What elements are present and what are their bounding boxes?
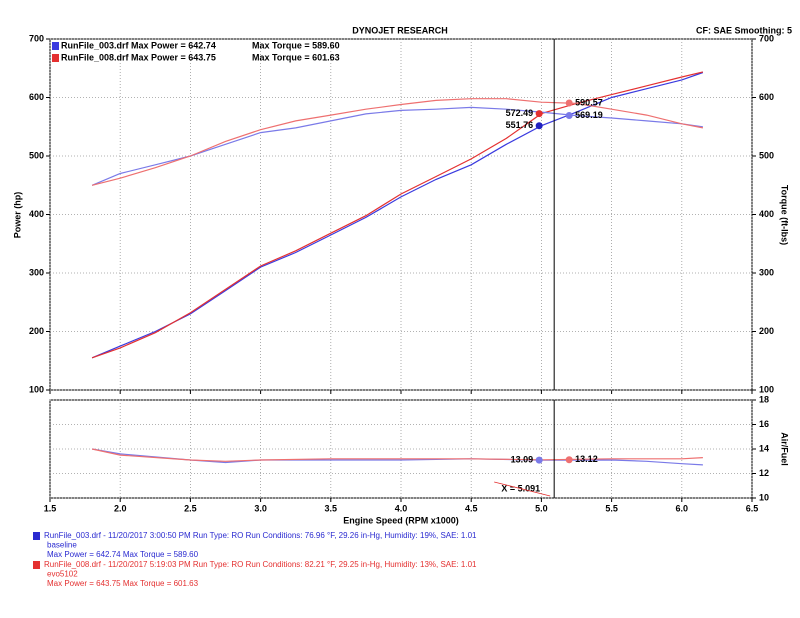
y2-tick-label: 700 — [759, 33, 774, 43]
legend-text: RunFile_008.drf Max Power = 643.75 — [61, 52, 216, 62]
x-tick-label: 2.5 — [184, 503, 197, 513]
series-line — [91, 71, 704, 359]
readout-label: 572.49 — [506, 108, 534, 118]
y-tick-label: 600 — [29, 92, 44, 102]
readout-dot — [565, 456, 573, 464]
x-tick-label: 6.5 — [746, 503, 759, 513]
x-tick-label: 5.0 — [535, 503, 548, 513]
afr-axis-label: Air/Fuel — [780, 432, 790, 466]
y2-tick-label: 200 — [759, 326, 774, 336]
readout-dot — [535, 456, 543, 464]
y-tick-label: 300 — [29, 267, 44, 277]
series-line — [91, 71, 704, 359]
y-axis-label: Power (hp) — [12, 192, 22, 239]
readout-dot — [535, 110, 543, 118]
y2-tick-label: 300 — [759, 267, 774, 277]
y2-axis-label: Torque (ft-lbs) — [780, 185, 790, 245]
y2-tick-label: 100 — [759, 384, 774, 394]
chart-title: DYNOJET RESEARCH — [352, 25, 448, 35]
series-line — [91, 448, 703, 462]
legend-torque: Max Torque = 589.60 — [252, 40, 340, 50]
x-axis-label: Engine Speed (RPM x1000) — [343, 515, 459, 525]
readout-label: 13.12 — [575, 454, 598, 464]
cursor-arrow — [494, 481, 551, 497]
readout-label: 569.19 — [575, 110, 603, 120]
y-tick-label: 400 — [29, 209, 44, 219]
y2-tick-label: 500 — [759, 150, 774, 160]
run-info: Max Power = 642.74 Max Torque = 589.60 — [47, 550, 199, 559]
readout-dot — [565, 112, 573, 120]
y2-tick-label: 10 — [759, 492, 769, 502]
y2-tick-label: 12 — [759, 468, 769, 478]
readout-label: 551.76 — [506, 120, 534, 130]
y2-tick-label: 400 — [759, 209, 774, 219]
x-tick-label: 1.5 — [44, 503, 57, 513]
run-info: Max Power = 643.75 Max Torque = 601.63 — [47, 579, 199, 588]
y-tick-label: 200 — [29, 326, 44, 336]
y2-tick-label: 14 — [759, 443, 769, 453]
run-info: baseline — [47, 541, 77, 550]
y-tick-label: 500 — [29, 150, 44, 160]
readout-dot — [565, 99, 573, 107]
readout-label: 590.57 — [575, 97, 603, 107]
run-info: RunFile_003.drf - 11/20/2017 3:00:50 PM … — [44, 531, 477, 540]
run-swatch — [33, 532, 40, 540]
x-tick-label: 4.0 — [395, 503, 408, 513]
legend-swatch — [52, 42, 59, 50]
y2-tick-label: 18 — [759, 394, 769, 404]
x-tick-label: 5.5 — [605, 503, 618, 513]
y-tick-label: 100 — [29, 384, 44, 394]
readout-dot — [535, 122, 543, 130]
y-tick-label: 700 — [29, 33, 44, 43]
x-tick-label: 6.0 — [676, 503, 689, 513]
legend-torque: Max Torque = 601.63 — [252, 52, 340, 62]
legend-swatch — [52, 54, 59, 62]
run-swatch — [33, 561, 40, 569]
readout-label: 13.09 — [511, 455, 534, 465]
run-info: RunFile_008.drf - 11/20/2017 5:19:03 PM … — [44, 560, 477, 569]
x-tick-label: 4.5 — [465, 503, 478, 513]
x-tick-label: 2.0 — [114, 503, 127, 513]
series-line — [91, 98, 704, 186]
x-tick-label: 3.5 — [325, 503, 338, 513]
settings-note: CF: SAE Smoothing: 5 — [696, 25, 792, 35]
legend-text: RunFile_003.drf Max Power = 642.74 — [61, 40, 216, 50]
y2-tick-label: 16 — [759, 419, 769, 429]
x-tick-label: 3.0 — [254, 503, 267, 513]
y2-tick-label: 600 — [759, 92, 774, 102]
run-info: evo5102 — [47, 570, 78, 579]
